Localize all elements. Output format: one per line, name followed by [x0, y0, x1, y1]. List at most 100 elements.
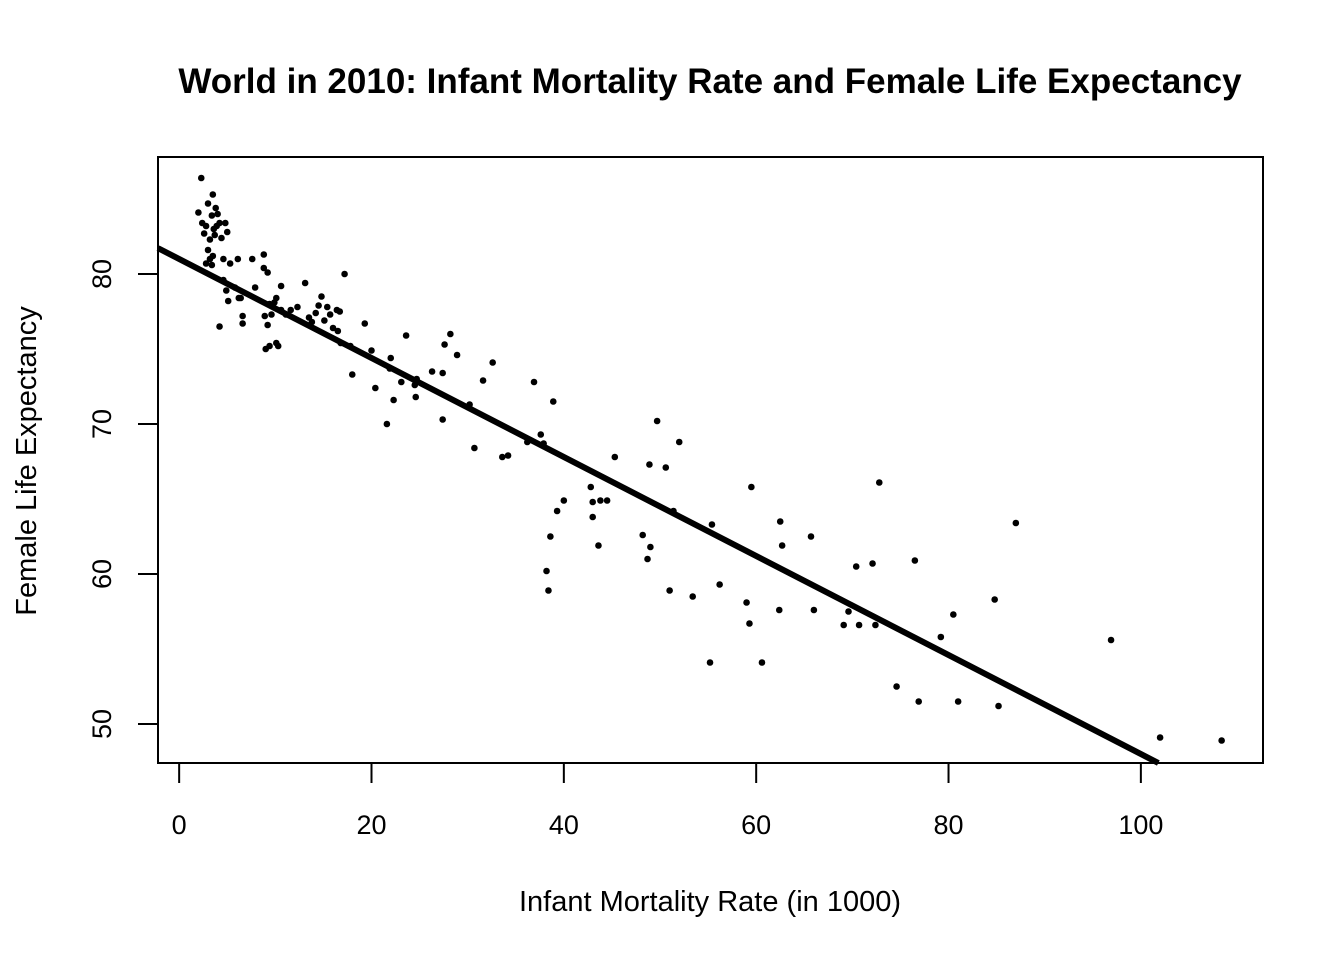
data-point — [372, 384, 379, 392]
data-point — [334, 327, 342, 335]
data-point — [260, 251, 268, 258]
data-point — [204, 200, 212, 207]
data-point — [318, 293, 325, 300]
chart-title: World in 2010: Infant Mortality Rate and… — [178, 62, 1242, 101]
data-point — [277, 282, 285, 290]
x-axis-label: Infant Mortality Rate (in 1000) — [519, 886, 901, 918]
data-point — [716, 581, 723, 588]
data-point — [248, 255, 256, 263]
data-point — [223, 228, 231, 236]
data-point — [387, 354, 395, 362]
data-point — [950, 611, 957, 618]
x-tick-label: 80 — [933, 810, 963, 840]
data-point — [639, 531, 646, 539]
data-point — [287, 306, 295, 314]
data-point — [222, 219, 229, 227]
data-point — [326, 311, 334, 318]
data-point — [1156, 734, 1164, 741]
data-point — [402, 332, 410, 339]
data-point — [647, 543, 654, 551]
data-point — [845, 608, 852, 615]
x-tick-label: 60 — [741, 810, 771, 840]
data-point — [266, 342, 273, 350]
data-point — [666, 587, 673, 594]
data-point — [200, 230, 208, 237]
data-point — [937, 633, 945, 641]
data-point — [597, 497, 604, 504]
data-point — [447, 330, 454, 338]
data-point — [264, 269, 271, 276]
y-tick-label: 70 — [87, 409, 117, 439]
data-point — [644, 555, 651, 563]
data-point — [383, 420, 391, 428]
data-point — [348, 371, 356, 378]
data-point — [209, 252, 217, 260]
data-point — [504, 452, 512, 459]
data-point — [216, 323, 223, 330]
data-point — [807, 533, 815, 540]
data-point — [893, 683, 900, 690]
data-point — [875, 479, 883, 486]
data-point — [646, 461, 653, 468]
data-point — [206, 236, 214, 243]
data-point — [398, 378, 405, 386]
data-point — [743, 599, 750, 606]
data-point — [202, 222, 210, 230]
data-point — [560, 497, 568, 504]
data-point — [336, 308, 344, 315]
data-point — [587, 483, 595, 491]
data-point — [439, 369, 446, 377]
data-point — [543, 567, 550, 575]
x-axis: 0 20 40 60 80 100 — [172, 762, 1163, 840]
data-point — [209, 191, 217, 198]
data-point — [746, 620, 753, 627]
x-tick-label: 0 — [172, 810, 187, 840]
data-point — [653, 417, 661, 425]
data-point — [211, 231, 219, 239]
data-point — [498, 453, 506, 461]
data-point — [603, 497, 611, 504]
data-point — [234, 255, 242, 263]
data-point — [195, 209, 202, 216]
data-point — [428, 368, 436, 375]
data-point — [991, 596, 998, 603]
data-point — [549, 398, 557, 405]
data-point — [197, 174, 205, 182]
data-point — [218, 234, 225, 242]
data-point — [212, 204, 220, 212]
y-tick-label: 80 — [87, 259, 117, 289]
data-point — [439, 416, 446, 423]
data-point — [224, 297, 232, 305]
data-point — [329, 324, 337, 332]
data-point — [775, 606, 783, 614]
data-point — [662, 464, 670, 471]
data-point — [222, 287, 230, 294]
data-point — [810, 606, 818, 614]
data-point — [261, 312, 269, 320]
data-point — [675, 438, 683, 446]
data-point — [235, 294, 243, 302]
data-point — [272, 294, 280, 302]
data-point — [589, 498, 596, 506]
data-point — [537, 431, 545, 438]
y-tick-label: 50 — [87, 709, 117, 739]
data-point — [214, 210, 221, 218]
data-point — [530, 378, 538, 386]
data-point — [479, 377, 487, 384]
data-point — [872, 621, 879, 629]
data-point — [855, 621, 863, 629]
data-point — [412, 393, 420, 401]
data-point — [220, 255, 227, 263]
data-point — [589, 513, 596, 521]
data-point — [208, 261, 216, 269]
data-point — [471, 444, 478, 452]
data-point — [294, 303, 301, 311]
data-point — [1218, 737, 1225, 744]
data-point — [545, 587, 552, 594]
data-point — [312, 309, 320, 317]
data-point — [453, 351, 461, 359]
plot-frame — [157, 156, 1264, 764]
data-point — [852, 563, 860, 570]
data-point — [611, 453, 619, 461]
data-point — [341, 270, 348, 278]
